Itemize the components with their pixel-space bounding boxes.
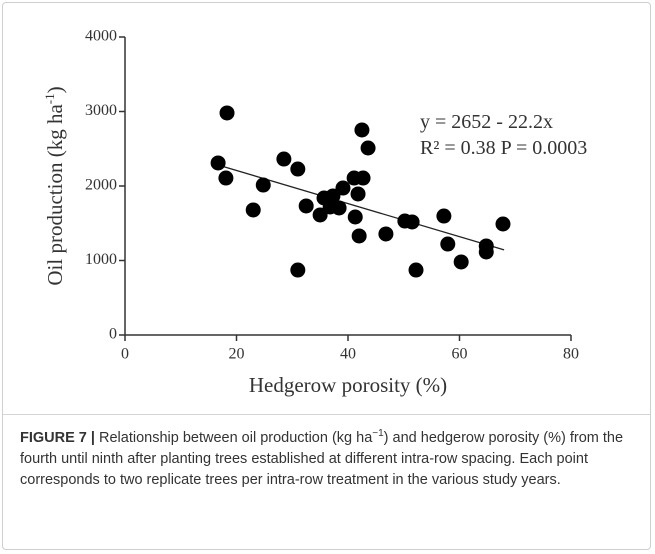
point [378, 226, 394, 242]
point [325, 188, 341, 204]
point [440, 236, 456, 252]
y-axis-title: Oil production (kg ha-1) [42, 86, 67, 285]
y-axis-title-text: Oil production (kg ha [43, 104, 67, 286]
y-tick-label: 2000 [85, 177, 117, 194]
point [495, 216, 511, 232]
x-tick-label: 60 [452, 346, 468, 363]
y-tick-label: 0 [109, 326, 117, 343]
y-tick-label: 1000 [85, 251, 117, 268]
point [351, 228, 367, 244]
x-tick-label: 0 [121, 346, 129, 363]
point [404, 214, 420, 230]
chart: Hedgerow porosity (%) Oil production (kg… [42, 28, 587, 397]
point [210, 155, 226, 171]
y-axis-title-end: ) [43, 86, 67, 93]
point [408, 262, 424, 278]
separator [3, 414, 650, 415]
point [350, 186, 366, 202]
caption-text: ) and hedgerow porosity (%) from the fou… [20, 430, 624, 488]
point [355, 170, 371, 186]
point [335, 180, 351, 196]
point [436, 208, 452, 224]
point [312, 207, 328, 223]
x-tick-label: 20 [229, 346, 245, 363]
point [453, 254, 469, 270]
point [478, 244, 494, 260]
caption-label: FIGURE 7 | [20, 430, 95, 446]
caption: FIGURE 7 | Relationship between oil prod… [20, 428, 638, 491]
point [218, 170, 234, 186]
caption-sup: −1 [372, 428, 384, 440]
point [290, 262, 306, 278]
point [276, 151, 292, 167]
point [331, 200, 347, 216]
caption-text: Relationship between oil production (kg … [99, 430, 373, 446]
point [255, 177, 271, 193]
point [354, 122, 370, 138]
y-tick-label: 4000 [85, 28, 117, 45]
x-tick-label: 40 [340, 346, 356, 363]
point [245, 202, 261, 218]
x-tick-label: 80 [563, 346, 579, 363]
point [219, 105, 235, 121]
equation: y = 2652 - 22.2x [420, 111, 553, 133]
statistics: R² = 0.38 P = 0.0003 [420, 137, 587, 159]
point [290, 161, 306, 177]
y-axis-title-sup: -1 [42, 93, 57, 104]
point [347, 209, 363, 225]
x-axis-title: Hedgerow porosity (%) [249, 373, 447, 397]
y-tick-label: 3000 [85, 102, 117, 119]
point [298, 198, 314, 214]
point [360, 140, 376, 156]
